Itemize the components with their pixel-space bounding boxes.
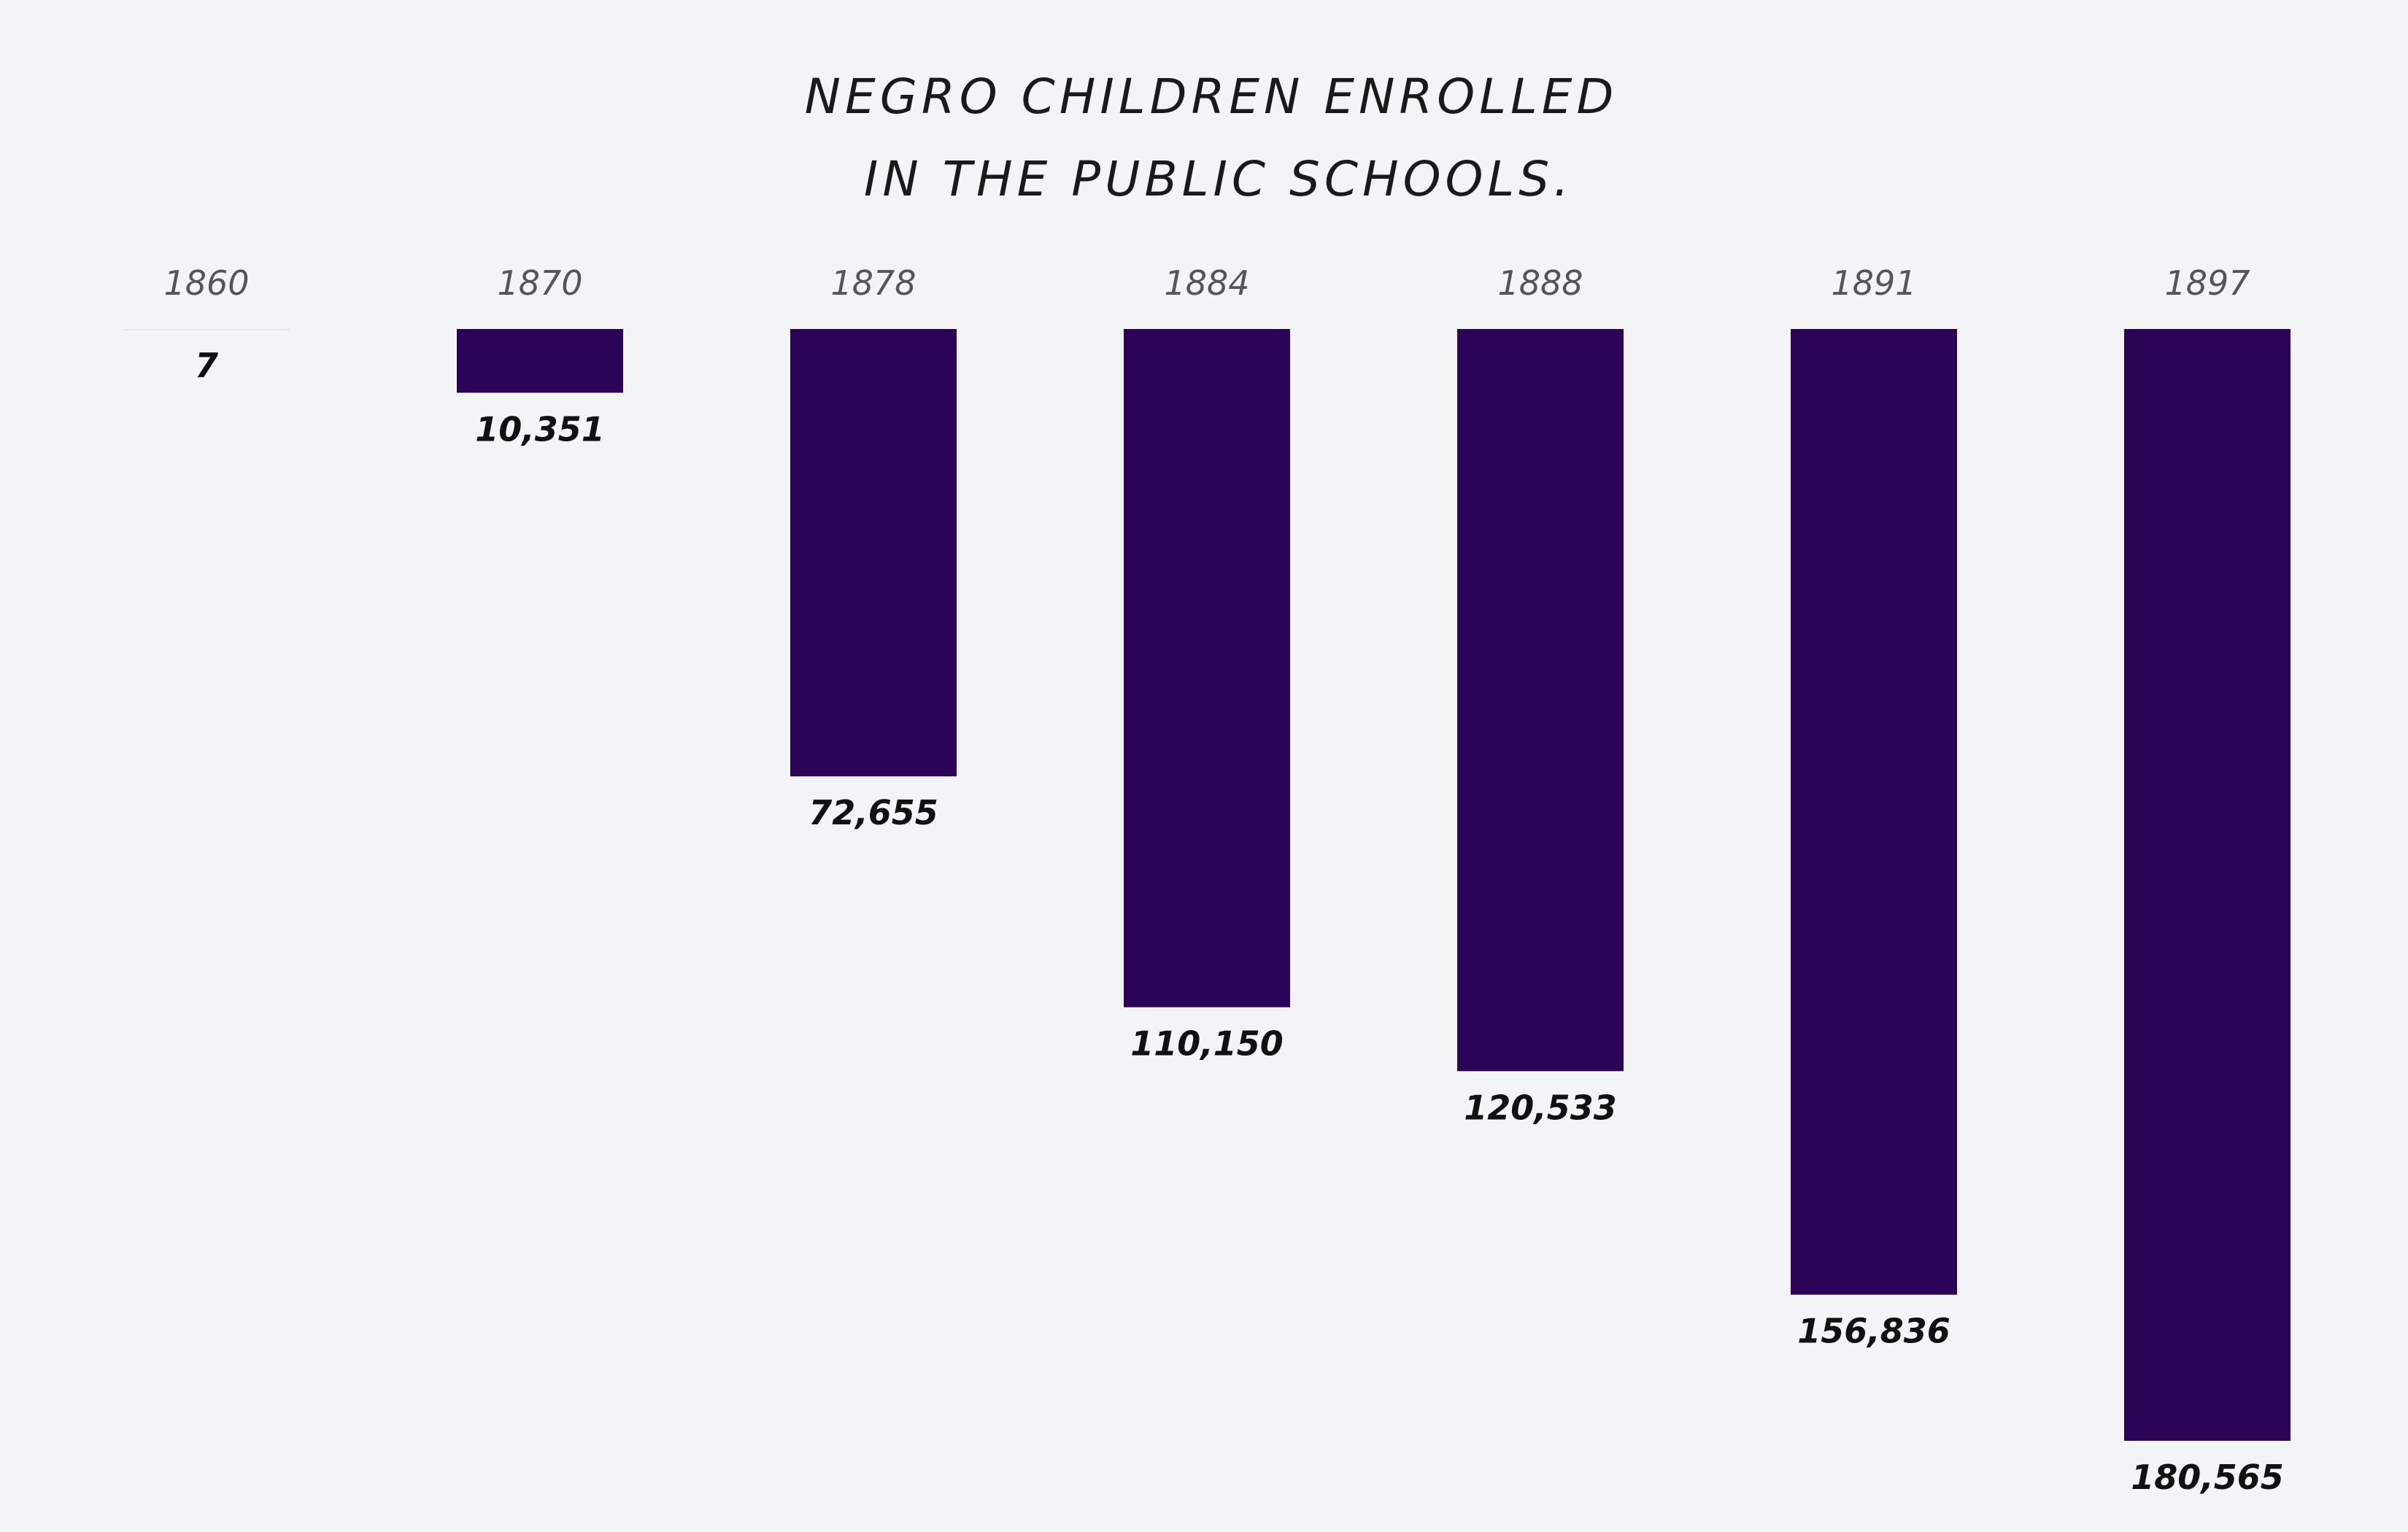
year-label-1891: 1891 — [1831, 263, 1916, 303]
bar-1891 — [1791, 329, 1957, 1295]
bar-1888 — [1457, 329, 1624, 1072]
value-label-1878: 72,655 — [809, 793, 938, 832]
bar-1884 — [1124, 329, 1290, 1007]
year-label-1878: 1878 — [830, 263, 916, 303]
value-labels: 7 10,351 72,655 110,150 120,533 156,836 180,56… — [195, 346, 2284, 1497]
year-label-1884: 1884 — [1164, 263, 1249, 303]
year-label-1870: 1870 — [497, 263, 582, 303]
value-label-1870: 10,351 — [475, 409, 605, 449]
bar-1897 — [2124, 329, 2291, 1441]
year-label-1897: 1897 — [2164, 263, 2250, 303]
bars — [123, 329, 2291, 1441]
value-label-1888: 120,533 — [1464, 1088, 1617, 1127]
bar-1860 — [123, 329, 290, 330]
year-label-1888: 1888 — [1497, 263, 1583, 303]
chart-title-line-1: NEGRO CHILDREN ENROLLED — [805, 69, 1618, 125]
year-label-1860: 1860 — [163, 263, 249, 303]
bar-1870 — [457, 329, 623, 393]
value-label-1860: 7 — [195, 346, 218, 385]
chart-title: NEGRO CHILDREN ENROLLED IN THE PUBLIC SC… — [805, 69, 1618, 207]
value-label-1891: 156,836 — [1797, 1312, 1950, 1351]
bar-1878 — [790, 329, 957, 777]
chart-title-line-2: IN THE PUBLIC SCHOOLS. — [864, 151, 1573, 207]
value-label-1897: 180,565 — [2131, 1458, 2284, 1497]
value-label-1884: 110,150 — [1130, 1024, 1284, 1064]
year-labels: 1860 1870 1878 1884 1888 1891 1897 — [163, 263, 2250, 303]
